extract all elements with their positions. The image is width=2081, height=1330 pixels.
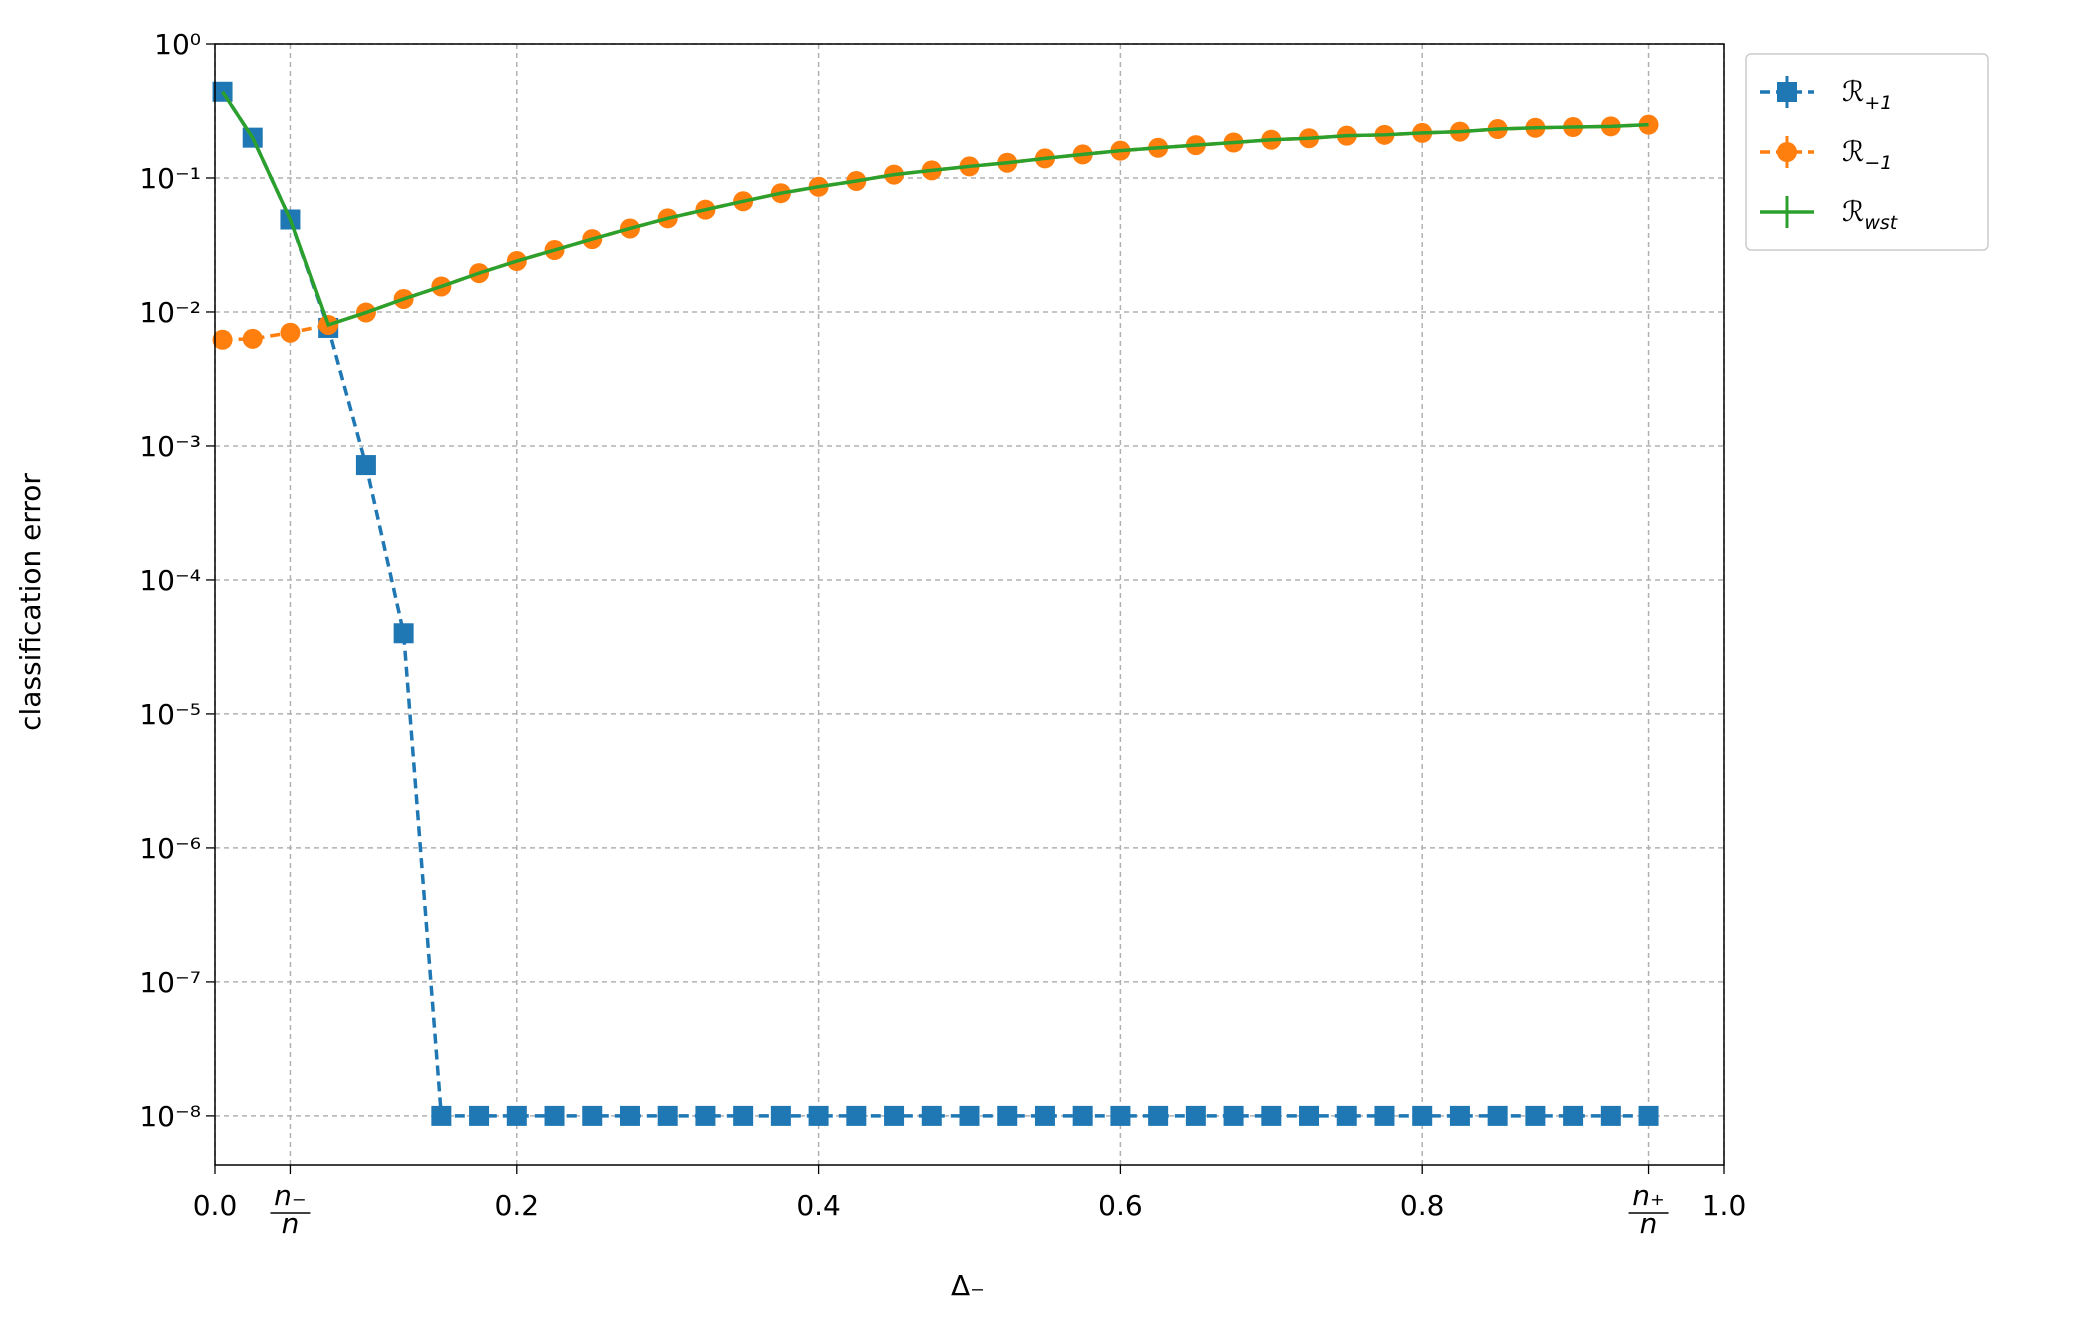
marker (1777, 82, 1797, 102)
marker (582, 1105, 603, 1126)
y-tick-label: 10⁻⁶ (139, 832, 201, 865)
marker (1223, 1105, 1244, 1126)
x-tick-label: 1.0 (1702, 1189, 1747, 1222)
marker (1525, 1105, 1546, 1126)
marker (506, 1105, 527, 1126)
series-line (221, 90, 1649, 328)
marker (921, 1105, 942, 1126)
marker (469, 1105, 490, 1126)
marker (997, 1105, 1018, 1126)
marker (1261, 1105, 1282, 1126)
marker (1412, 1105, 1433, 1126)
legend-box (1745, 53, 1989, 251)
marker (1072, 1105, 1093, 1126)
x-axis-label: Δ₋ (951, 1269, 985, 1302)
marker (884, 1105, 905, 1126)
marker (1487, 1105, 1508, 1126)
marker (1638, 1105, 1659, 1126)
marker (657, 1105, 678, 1126)
x-tick-label: n₋ n (274, 1179, 307, 1240)
marker (1299, 1105, 1320, 1126)
series-line (221, 90, 1649, 1118)
x-tick-label: n₋ n (270, 1179, 311, 1240)
marker (242, 328, 263, 349)
marker (959, 1105, 980, 1126)
y-tick-label: 10⁻⁵ (139, 698, 201, 731)
marker (1034, 1105, 1055, 1126)
y-tick-label: 10⁻⁴ (139, 564, 201, 597)
marker (1777, 142, 1797, 162)
plot-frame (214, 43, 1725, 1166)
marker (393, 623, 414, 644)
marker (808, 1105, 829, 1126)
marker (1449, 1105, 1470, 1126)
x-tick-label: 0.2 (495, 1189, 540, 1222)
marker (1374, 1105, 1395, 1126)
y-axis-label: classification error (14, 473, 47, 731)
x-tick-label: n₊ n (1628, 1179, 1669, 1240)
x-tick-label: 0.8 (1400, 1189, 1445, 1222)
marker (355, 455, 376, 476)
marker (846, 1105, 867, 1126)
legend-subscript: wst (1864, 212, 1898, 234)
marker (431, 1105, 452, 1126)
marker (1148, 1105, 1169, 1126)
legend-subscript: +1 (1864, 92, 1892, 114)
x-tick-label: 0.4 (796, 1189, 841, 1222)
marker (695, 1105, 716, 1126)
marker (212, 329, 233, 350)
marker (544, 1105, 565, 1126)
y-tick-label: 10⁻³ (139, 430, 201, 463)
y-tick-label: 10⁻¹ (139, 162, 201, 195)
marker (733, 1105, 754, 1126)
x-tick-label: n₊ n (1632, 1179, 1665, 1240)
marker (770, 1105, 791, 1126)
marker (1185, 1105, 1206, 1126)
x-tick-label: 0.6 (1098, 1189, 1143, 1222)
marker (1110, 1105, 1131, 1126)
marker (1600, 1105, 1621, 1126)
y-tick-label: 10⁻⁷ (139, 966, 201, 999)
y-tick-label: 10⁰ (154, 28, 201, 61)
marker (1563, 1105, 1584, 1126)
series-line (222, 122, 1649, 342)
marker (619, 1105, 640, 1126)
y-tick-label: 10⁻² (139, 296, 201, 329)
legend-subscript: −1 (1864, 152, 1892, 174)
x-tick-label: 0.0 (193, 1189, 238, 1222)
marker (280, 322, 301, 343)
y-tick-label: 10⁻⁸ (139, 1100, 201, 1133)
marker (1336, 1105, 1357, 1126)
